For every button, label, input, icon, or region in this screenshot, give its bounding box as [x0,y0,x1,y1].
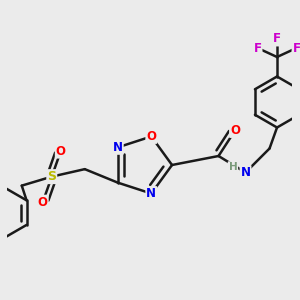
Text: N: N [113,141,123,154]
Text: O: O [38,196,48,208]
Text: O: O [146,130,156,143]
Text: N: N [241,166,250,179]
Text: F: F [273,32,281,46]
Text: F: F [254,41,262,55]
Text: H: H [229,162,237,172]
Text: O: O [56,145,66,158]
Text: F: F [292,41,300,55]
Text: O: O [230,124,240,137]
Text: S: S [47,170,56,183]
Text: N: N [146,187,156,200]
